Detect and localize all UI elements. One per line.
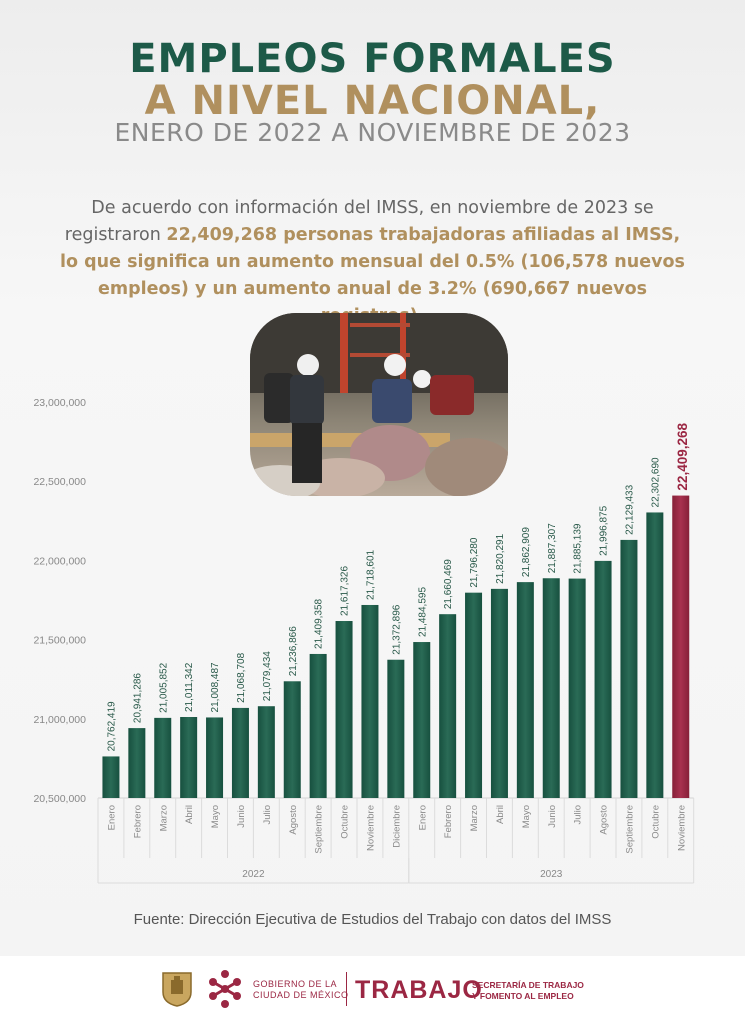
bar: [568, 578, 586, 798]
x-tick-label: Septiembre: [314, 805, 325, 854]
y-tick-label: 21,000,000: [33, 714, 86, 726]
bar: [206, 717, 224, 798]
x-tick-label: Julio: [262, 805, 273, 825]
x-tick-label: Agosto: [288, 805, 299, 835]
secretaria-label: SECRETARÍA DE TRABAJO Y FOMENTO AL EMPLE…: [472, 980, 584, 1002]
bar: [413, 642, 431, 798]
bar: [231, 707, 249, 798]
bar-value-label: 21,887,307: [547, 523, 558, 573]
employment-bar-chart: 20,500,000 21,000,000 21,500,000 22,000,000…: [33, 397, 695, 884]
bar: [646, 512, 664, 798]
bar: [594, 560, 612, 798]
bar-value-label: 21,236,866: [288, 626, 299, 676]
bar-value-label: 21,484,595: [417, 587, 428, 637]
bar-value-label: 20,941,286: [132, 673, 143, 723]
gobierno-cdmx-label: GOBIERNO DE LA CIUDAD DE MÉXICO: [253, 979, 349, 1001]
bar-value-label: 21,011,342: [184, 662, 195, 712]
footer: GOBIERNO DE LA CIUDAD DE MÉXICO TRABAJO …: [0, 956, 745, 1024]
x-tick-label: Mayo: [521, 805, 532, 828]
bar-value-label: 21,660,469: [443, 559, 454, 609]
x-tick-label: Marzo: [469, 805, 480, 831]
title-line-2: A NIVEL NACIONAL,: [144, 78, 601, 124]
y-tick-label: 23,000,000: [33, 397, 86, 409]
bar-value-label: 21,885,139: [573, 523, 584, 573]
gob-line-1: GOBIERNO DE LA: [253, 979, 338, 989]
bar: [283, 681, 301, 798]
sec-line-2: Y FOMENTO AL EMPLEO: [472, 991, 574, 1001]
x-tick-label: Abril: [184, 805, 195, 824]
y-tick-label: 22,500,000: [33, 476, 86, 488]
bar: [180, 717, 198, 798]
intro-part-1: De acuerdo con información del IMSS, en …: [64, 197, 654, 245]
footer-divider: [346, 972, 347, 1006]
x-tick-label: Junio: [236, 805, 247, 828]
sec-line-1: SECRETARÍA DE TRABAJO: [472, 980, 584, 990]
bar: [361, 604, 379, 798]
bar-value-label: 21,005,852: [158, 662, 169, 712]
x-tick-label: Mayo: [210, 805, 221, 828]
bar: [490, 588, 508, 798]
bar: [542, 578, 560, 798]
bar: [102, 756, 120, 798]
bar: [309, 653, 327, 798]
x-tick-label: Agosto: [599, 805, 610, 835]
bar-value-label: 21,996,875: [599, 505, 610, 555]
gob-line-2: CIUDAD DE MÉXICO: [253, 990, 349, 1000]
bar-value-label: 22,409,268: [675, 423, 690, 491]
bar-value-label: 21,820,291: [495, 533, 506, 583]
bar-value-label: 22,129,433: [624, 484, 635, 534]
year-label: 2022: [242, 869, 265, 880]
bar-value-label: 21,796,280: [469, 537, 480, 587]
bar: [439, 614, 457, 798]
x-tick-label: Junio: [547, 805, 558, 828]
bar-value-label: 20,762,419: [106, 701, 117, 751]
bar: [387, 659, 405, 798]
x-tick-label: Noviembre: [365, 805, 376, 851]
bar-value-label: 21,718,601: [365, 549, 376, 599]
x-tick-label: Febrero: [132, 805, 143, 838]
x-tick-label: Enero: [106, 805, 117, 830]
y-tick-label: 20,500,000: [33, 793, 86, 805]
bar: [128, 728, 146, 798]
cdmx-crest-icon: [162, 972, 192, 1007]
x-tick-label: Octubre: [340, 805, 351, 839]
bar: [154, 717, 172, 798]
year-label: 2023: [540, 869, 563, 880]
x-tick-label: Diciembre: [391, 805, 402, 848]
bar-value-label: 21,372,896: [391, 604, 402, 654]
bar: [516, 582, 534, 798]
bar-value-label: 21,008,487: [210, 662, 221, 712]
trabajo-wordmark: TRABAJO: [355, 976, 483, 1004]
bar-value-label: 22,302,690: [650, 457, 661, 507]
bar: [335, 621, 353, 798]
bar-value-label: 21,862,909: [521, 527, 532, 577]
bar-value-label: 21,068,708: [236, 652, 247, 702]
x-tick-label: Marzo: [158, 805, 169, 831]
cdmx-logo-icon: [209, 970, 241, 1008]
intro-text: De acuerdo con información del IMSS, en …: [60, 195, 685, 330]
workers-photo: [250, 313, 508, 496]
bar-value-label: 21,409,358: [314, 598, 325, 648]
bar-value-label: 21,079,434: [262, 651, 273, 701]
x-tick-label: Septiembre: [624, 805, 635, 854]
x-tick-label: Noviembre: [676, 805, 687, 851]
bar: [620, 539, 638, 798]
y-tick-label: 22,000,000: [33, 555, 86, 567]
title-line-1: EMPLEOS FORMALES: [129, 36, 616, 82]
x-tick-label: Febrero: [443, 805, 454, 838]
y-tick-label: 21,500,000: [33, 635, 86, 647]
x-tick-label: Enero: [417, 805, 428, 830]
x-tick-label: Octubre: [650, 805, 661, 839]
bar: [257, 706, 275, 798]
x-tick-label: Julio: [573, 805, 584, 825]
bar: [672, 495, 690, 798]
x-tick-label: Abril: [495, 805, 506, 824]
bar: [465, 592, 483, 798]
bar-value-label: 21,617,326: [340, 566, 351, 616]
subtitle: ENERO DE 2022 A NOVIEMBRE DE 2023: [114, 118, 631, 147]
source-note: Fuente: Dirección Ejecutiva de Estudios …: [133, 911, 612, 928]
